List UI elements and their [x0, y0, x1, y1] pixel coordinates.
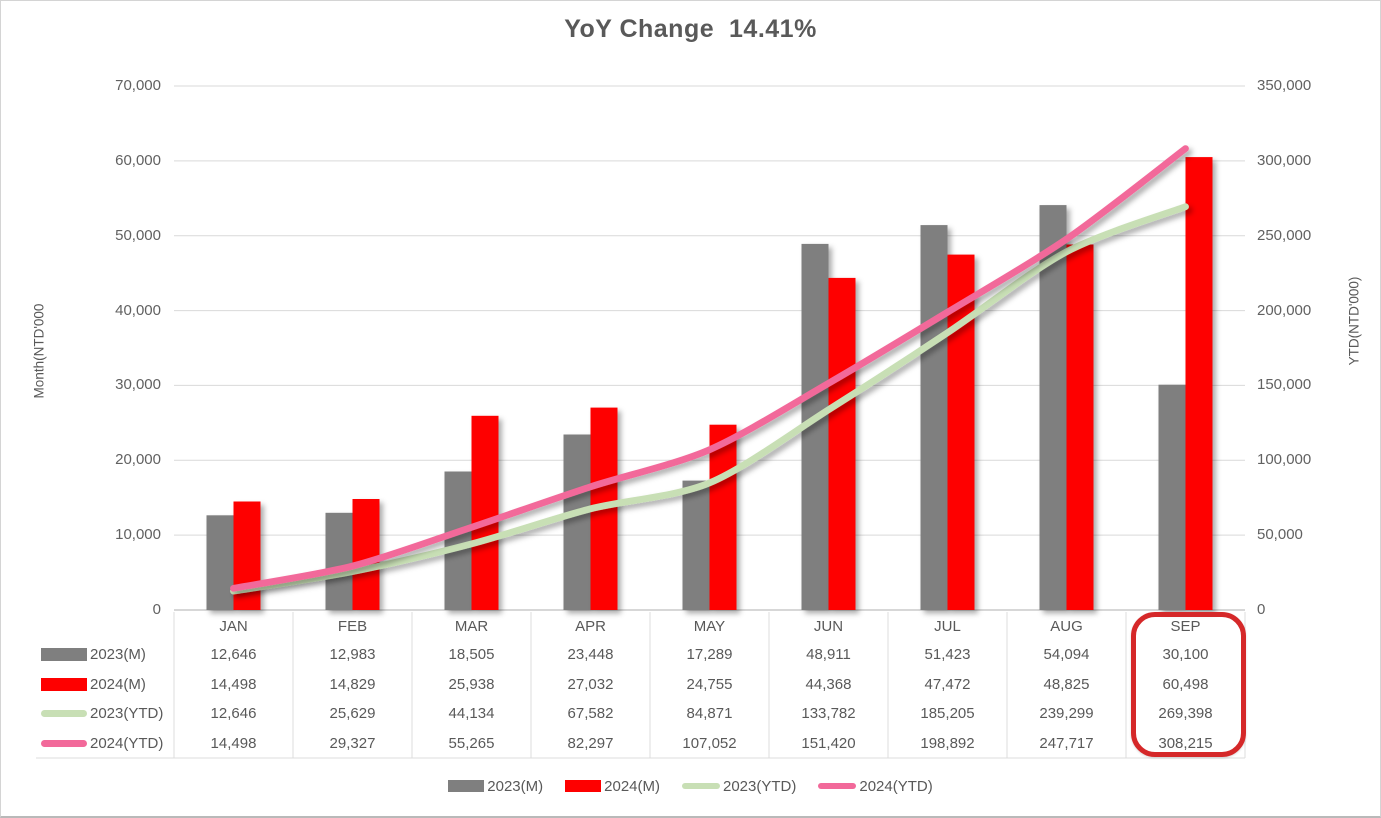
- table-row-label: 2023(M): [36, 640, 174, 670]
- line-series-key-icon: [41, 739, 87, 747]
- legend-label: 2024(M): [604, 777, 660, 795]
- table-value-cell: 308,215: [1158, 734, 1213, 752]
- table-value-cell: 239,299: [1039, 705, 1094, 723]
- table-month-header: MAY: [693, 618, 726, 635]
- table-month-header: JUN: [813, 618, 844, 635]
- table-value-cell: 24,755: [686, 675, 733, 693]
- table-value-cell: 12,646: [210, 646, 257, 664]
- table-value-cell: 27,032: [567, 675, 614, 693]
- legend-item: 2024(YTD): [818, 777, 933, 795]
- series-name: 2024(YTD): [90, 734, 164, 752]
- legend-item: 2023(M): [448, 778, 543, 795]
- left-axis-tick: 60,000: [115, 151, 161, 169]
- table-month-header: SEP: [1170, 618, 1201, 635]
- left-axis-tick: 10,000: [115, 526, 161, 544]
- right-axis-tick: 100,000: [1257, 451, 1312, 469]
- table-value-cell: 60,498: [1162, 675, 1209, 693]
- table-value-cell: 47,472: [924, 675, 971, 693]
- left-axis-tick: 40,000: [115, 301, 161, 319]
- series-name: 2023(YTD): [90, 705, 164, 723]
- table-month-header: JUL: [934, 618, 961, 635]
- right-axis-tick: 50,000: [1257, 526, 1303, 544]
- legend-bar-swatch-icon: [565, 780, 602, 792]
- table-value-cell: 25,938: [448, 675, 495, 693]
- legend: 2023(M) 2024(M) 2023(YTD) 2024(YTD): [1, 772, 1380, 800]
- right-axis-tick: 200,000: [1257, 301, 1312, 319]
- legend-label: 2024(YTD): [859, 777, 933, 795]
- legend-line-swatch-icon: [682, 782, 720, 790]
- left-axis-tick: 20,000: [115, 451, 161, 469]
- left-axis-tick: 50,000: [115, 226, 161, 244]
- table-value-cell: 18,505: [448, 646, 495, 664]
- table-value-cell: 269,398: [1158, 705, 1213, 723]
- legend-label: 2023(YTD): [723, 777, 797, 795]
- table-month-header: APR: [575, 618, 606, 635]
- table-value-cell: 17,289: [686, 646, 733, 664]
- table-value-cell: 25,629: [329, 705, 376, 723]
- table-month-header: AUG: [1050, 618, 1083, 635]
- table-value-cell: 23,448: [567, 646, 614, 664]
- table-value-cell: 198,892: [920, 734, 975, 752]
- right-axis-tick: 250,000: [1257, 226, 1312, 244]
- legend-label: 2023(M): [487, 777, 544, 795]
- table-value-cell: 82,297: [567, 734, 614, 752]
- table-value-cell: 44,134: [448, 705, 495, 723]
- table-value-cell: 67,582: [567, 705, 614, 723]
- table-value-cell: 48,911: [806, 646, 851, 664]
- series-name: 2023(M): [90, 646, 146, 664]
- table-value-cell: 29,327: [329, 734, 376, 752]
- table-separators: [36, 612, 1246, 759]
- table-value-cell: 107,052: [682, 734, 737, 752]
- table-value-cell: 151,420: [801, 734, 856, 752]
- table-value-cell: 14,498: [210, 734, 257, 752]
- table-value-cell: 84,871: [686, 705, 733, 723]
- table-row-label: 2023(YTD): [36, 699, 174, 729]
- table-value-cell: 48,825: [1043, 675, 1090, 693]
- legend-item: 2024(M): [565, 778, 660, 795]
- table-month-header: JAN: [219, 618, 248, 635]
- table-value-cell: 12,983: [329, 646, 376, 664]
- table-row-label: 2024(M): [36, 670, 174, 700]
- left-axis-tick: 0: [152, 601, 161, 618]
- right-axis-tick: 150,000: [1257, 376, 1312, 394]
- table-value-cell: 185,205: [920, 705, 975, 723]
- legend-item: 2023(YTD): [682, 778, 796, 795]
- table-value-cell: 55,265: [448, 734, 495, 752]
- table-value-cell: 12,646: [210, 705, 257, 723]
- table-value-cell: 133,782: [801, 705, 856, 723]
- line-series: [230, 145, 1189, 595]
- chart-title: YoY Change 14.41%: [564, 15, 817, 43]
- legend-line-swatch-icon: [818, 782, 857, 790]
- table-value-cell: 51,423: [924, 646, 971, 664]
- table-month-header: MAR: [454, 618, 489, 635]
- bar-series-key-icon: [41, 648, 87, 662]
- table-value-cell: 14,498: [210, 675, 257, 693]
- data-table: JAN FEB MAR APR MAY JUN JUL AUG SEP 2023(M) 12,646…: [36, 613, 1245, 758]
- line-series-key-icon: [41, 710, 87, 718]
- left-axis-tick: 70,000: [115, 77, 161, 94]
- table-value-cell: 54,094: [1043, 646, 1090, 664]
- right-axis-tick: 0: [1257, 601, 1266, 618]
- table-value-cell: 247,717: [1039, 734, 1094, 752]
- table-value-cell: 14,829: [329, 675, 376, 693]
- bar-series-key-icon: [41, 677, 87, 691]
- bar-series: [206, 157, 1213, 610]
- left-axis-tick: 30,000: [115, 376, 161, 394]
- table-month-header: FEB: [337, 618, 368, 635]
- table-corner-cell: [36, 613, 174, 640]
- right-axis-tick: 300,000: [1257, 151, 1312, 169]
- table-value-cell: 30,100: [1162, 646, 1209, 664]
- legend-bar-swatch-icon: [448, 780, 485, 792]
- right-axis-tick: 350,000: [1257, 77, 1312, 94]
- table-value-cell: 44,368: [805, 675, 852, 693]
- table-row-label: 2024(YTD): [36, 729, 174, 759]
- series-name: 2024(M): [90, 675, 146, 693]
